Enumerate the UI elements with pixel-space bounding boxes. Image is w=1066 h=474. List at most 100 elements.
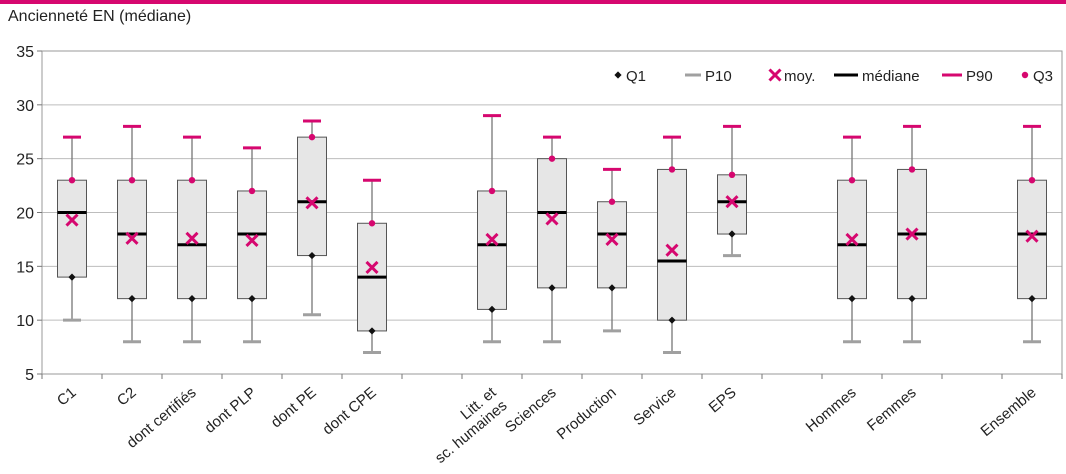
legend-q1-symbol [614, 71, 622, 79]
mean-marker [365, 260, 379, 274]
x-tick-label-line: Sciences [502, 384, 560, 436]
mean-marker [485, 232, 499, 246]
mean-marker [245, 233, 259, 248]
q1-marker [308, 251, 316, 260]
q1-marker [728, 230, 736, 238]
q1-marker [608, 284, 616, 292]
q1-marker [488, 305, 496, 313]
q1-marker [188, 295, 196, 303]
x-tick-label: Service [630, 384, 679, 429]
legend-label: P10 [705, 68, 732, 85]
x-tick-label: Litt. etsc. humaines [421, 384, 511, 467]
iqr-box [477, 190, 507, 310]
iqr-box [237, 190, 267, 300]
box-service [657, 135, 687, 354]
q3-marker [548, 155, 556, 162]
x-tick-label: Production [554, 384, 620, 443]
q3-marker [848, 177, 856, 184]
q3-marker [188, 177, 196, 184]
q1-marker [68, 273, 76, 281]
q3-marker [308, 133, 316, 141]
box-c2 [117, 124, 147, 344]
x-tick-label-line: dont PE [268, 384, 320, 431]
q3-marker [1028, 177, 1036, 184]
mean-marker [305, 196, 319, 210]
legend-label: moy. [784, 68, 815, 85]
q1-marker [848, 295, 856, 303]
q1-marker [368, 327, 376, 335]
q3-marker [608, 198, 616, 205]
q1-marker [248, 295, 256, 303]
q3-marker [248, 187, 256, 195]
box-dont-cpe [357, 178, 387, 354]
mean-marker [605, 232, 619, 246]
iqr-box [717, 174, 747, 235]
x-tick-label-line: Femmes [864, 384, 920, 435]
iqr-box [657, 168, 687, 321]
box-c1 [57, 135, 87, 322]
q3-marker [668, 166, 676, 173]
plot-area [57, 114, 1047, 354]
x-tick-label-line: dont CPE [319, 384, 379, 438]
x-tick-label-line: Production [554, 384, 620, 443]
q3-marker [488, 187, 496, 195]
x-tick-label: Sciences [502, 384, 560, 436]
iqr-box [1017, 179, 1047, 300]
x-tick-label: Femmes [864, 384, 920, 435]
q1-marker [668, 316, 676, 324]
x-tick-label: C2 [114, 384, 140, 409]
q3-marker [728, 171, 736, 179]
iqr-box [597, 201, 627, 289]
q1-marker [548, 284, 556, 292]
y-axis-title: Ancienneté EN (médiane) [8, 8, 192, 25]
x-tick-label-line: C2 [114, 384, 140, 409]
x-tick-label-line: C1 [54, 384, 80, 409]
mean-marker [185, 231, 199, 245]
x-tick-label: Ensemble [978, 384, 1040, 440]
mean-marker [65, 213, 79, 227]
y-tick-label-25: 25 [16, 152, 34, 169]
box-hommes [837, 135, 867, 344]
box-eps [717, 124, 747, 258]
y-tick-label-10: 10 [16, 313, 34, 330]
legend-label: Q1 [626, 68, 646, 85]
q3-marker [128, 177, 136, 184]
iqr-box [297, 136, 327, 257]
legend-label: médiane [862, 68, 920, 85]
iqr-box [57, 179, 87, 278]
y-tick-label-5: 5 [25, 367, 34, 384]
x-tick-label: dont CPE [319, 384, 379, 438]
box-dont-plp [237, 146, 267, 344]
legend-label: Q3 [1033, 68, 1053, 85]
mean-marker [905, 227, 919, 241]
box-dont-pe [297, 119, 327, 317]
y-tick-label-35: 35 [16, 44, 34, 61]
mean-marker [1025, 229, 1039, 243]
q1-marker [1028, 295, 1036, 303]
box-dont-certifi-s [177, 135, 207, 344]
top-accent-bar [0, 0, 1066, 4]
x-tick-label-line: dont PLP [201, 384, 259, 437]
y-tick-label-15: 15 [16, 259, 34, 276]
q3-marker [68, 177, 76, 184]
q3-marker [908, 166, 916, 173]
q1-marker [128, 295, 136, 303]
legend: Q1 P10 moy. médiane P90 Q3 [614, 68, 1053, 85]
x-tick-label-line: EPS [706, 384, 740, 416]
iqr-box [537, 158, 567, 289]
box-litt-et-sc-humaines [477, 114, 507, 344]
legend-mean-symbol [768, 68, 782, 82]
mean-marker [665, 243, 679, 257]
x-tick-label: EPS [706, 384, 740, 416]
mean-marker [545, 212, 559, 226]
legend-q3-symbol [1021, 71, 1029, 79]
x-tick-label-line: Ensemble [978, 384, 1040, 440]
box-ensemble [1017, 124, 1047, 344]
x-tick-label: dont PLP [201, 384, 259, 437]
y-tick-label-30: 30 [16, 98, 34, 115]
box-sciences [537, 135, 567, 344]
legend-label: P90 [966, 68, 993, 85]
q1-marker [908, 295, 916, 303]
mean-marker [125, 231, 139, 245]
